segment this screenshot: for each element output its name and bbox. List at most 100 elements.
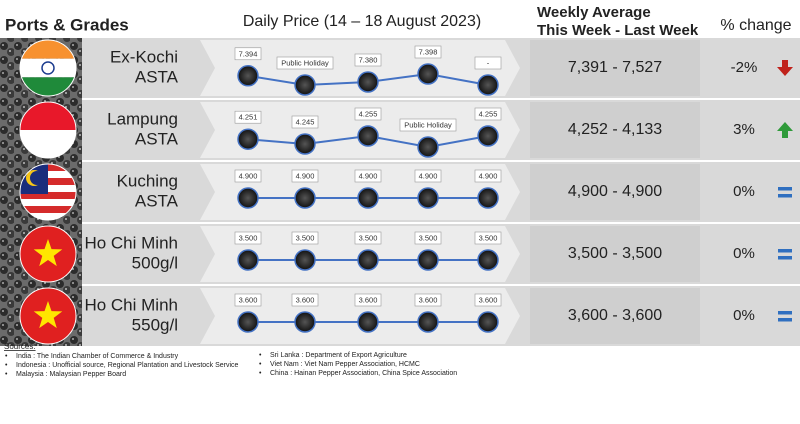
flag-part <box>20 77 76 96</box>
bullet: • <box>259 352 262 359</box>
flag-rim <box>19 287 77 345</box>
flag-star <box>33 301 63 329</box>
change-value: 3% <box>733 121 755 138</box>
price-label: 4.900 <box>419 171 438 180</box>
weekly-average: 7,391 - 7,527 <box>568 59 662 76</box>
price-label-box <box>354 293 382 307</box>
price-label-box <box>234 293 262 307</box>
flag <box>19 163 77 221</box>
flag-body <box>20 40 76 96</box>
flag <box>19 225 77 283</box>
flag-part <box>30 171 44 185</box>
price-label: 7.394 <box>239 49 258 58</box>
price-label-box <box>399 118 457 132</box>
weekly-average: 4,252 - 4,133 <box>568 121 662 138</box>
price-dot <box>417 136 439 158</box>
price-label: 3.600 <box>296 295 315 304</box>
price-label: 3.600 <box>239 295 258 304</box>
price-label-box <box>474 293 502 307</box>
chevron <box>530 102 700 158</box>
price-label-box <box>414 231 442 245</box>
equal-bar <box>778 311 792 315</box>
price-label-box <box>291 231 319 245</box>
price-dot <box>237 187 259 209</box>
price-label: 4.900 <box>296 171 315 180</box>
flag-part <box>20 58 76 78</box>
source-item: Malaysia : Malaysian Pepper Board <box>16 371 126 378</box>
source-item: Indonesia : Unofficial source, Regional … <box>16 362 239 369</box>
price-label-box <box>354 53 382 67</box>
price-label-box <box>234 169 262 183</box>
price-label: 4.255 <box>479 109 498 118</box>
price-dot <box>357 71 379 93</box>
flag-rim <box>19 163 77 221</box>
equal-bar <box>778 249 792 253</box>
price-label: 4.255 <box>359 109 378 118</box>
bullet: • <box>5 371 8 378</box>
price-label: 3.600 <box>359 295 378 304</box>
price-dot <box>357 311 379 333</box>
price-label-box <box>354 231 382 245</box>
price-label-box <box>474 169 502 183</box>
weekly-average: 4,900 - 4,900 <box>568 183 662 200</box>
price-label: 7.398 <box>419 47 438 56</box>
weekly-average: 3,500 - 3,500 <box>568 245 662 262</box>
source-item: Sri Lanka : Department of Export Agricul… <box>270 352 407 359</box>
chevron <box>530 226 700 282</box>
port-name: Kuching <box>117 171 178 190</box>
price-label: 3.500 <box>239 233 258 242</box>
bullet: • <box>259 370 262 377</box>
change-value: -2% <box>731 59 758 76</box>
price-label-box <box>354 107 382 121</box>
header-ports: Ports & Grades <box>5 15 129 34</box>
flag-part <box>20 206 76 213</box>
change-value: 0% <box>733 183 755 200</box>
price-dot <box>417 63 439 85</box>
price-label: 3.600 <box>419 295 438 304</box>
price-label: Public Holiday <box>281 58 329 67</box>
price-dot <box>357 187 379 209</box>
price-dot <box>237 249 259 271</box>
source-item: Viet Nam : Viet Nam Pepper Association, … <box>270 361 420 368</box>
flag <box>19 39 77 97</box>
price-label-box <box>276 56 334 70</box>
source-item: India : The Indian Chamber of Commerce &… <box>16 353 179 360</box>
price-label-box <box>234 231 262 245</box>
price-label-box <box>474 107 502 121</box>
header-change: % change <box>720 17 791 34</box>
price-label: 4.251 <box>239 113 258 122</box>
price-label: Public Holiday <box>404 120 452 129</box>
price-label: 4.900 <box>359 171 378 180</box>
price-label: - <box>487 58 490 67</box>
price-dot <box>477 187 499 209</box>
flag <box>19 101 77 159</box>
header-weekly: This Week - Last Week <box>537 22 699 39</box>
price-label-box <box>414 169 442 183</box>
port-name: Ex-Kochi <box>110 47 178 66</box>
flag-part <box>20 192 76 199</box>
flag-part <box>41 61 55 75</box>
flag-body <box>20 226 76 282</box>
price-label: 3.500 <box>419 233 438 242</box>
equal-bar <box>778 187 792 191</box>
flag-star <box>33 239 63 267</box>
price-label: 4.900 <box>479 171 498 180</box>
price-label: 3.500 <box>296 233 315 242</box>
price-label: 4.900 <box>239 171 258 180</box>
price-label: 3.500 <box>479 233 498 242</box>
price-label-box <box>354 169 382 183</box>
price-label-box <box>474 56 502 70</box>
price-dot <box>417 249 439 271</box>
price-dot <box>477 74 499 96</box>
price-dot <box>357 249 379 271</box>
flag-part <box>20 199 76 206</box>
equal-bar <box>778 194 792 198</box>
price-dot <box>417 187 439 209</box>
change-value: 0% <box>733 245 755 262</box>
arrow-down <box>777 60 793 76</box>
flag-rim <box>19 101 77 159</box>
flag-rim <box>19 225 77 283</box>
price-label: 4.245 <box>296 117 315 126</box>
price-dot <box>357 125 379 147</box>
price-dot <box>294 311 316 333</box>
